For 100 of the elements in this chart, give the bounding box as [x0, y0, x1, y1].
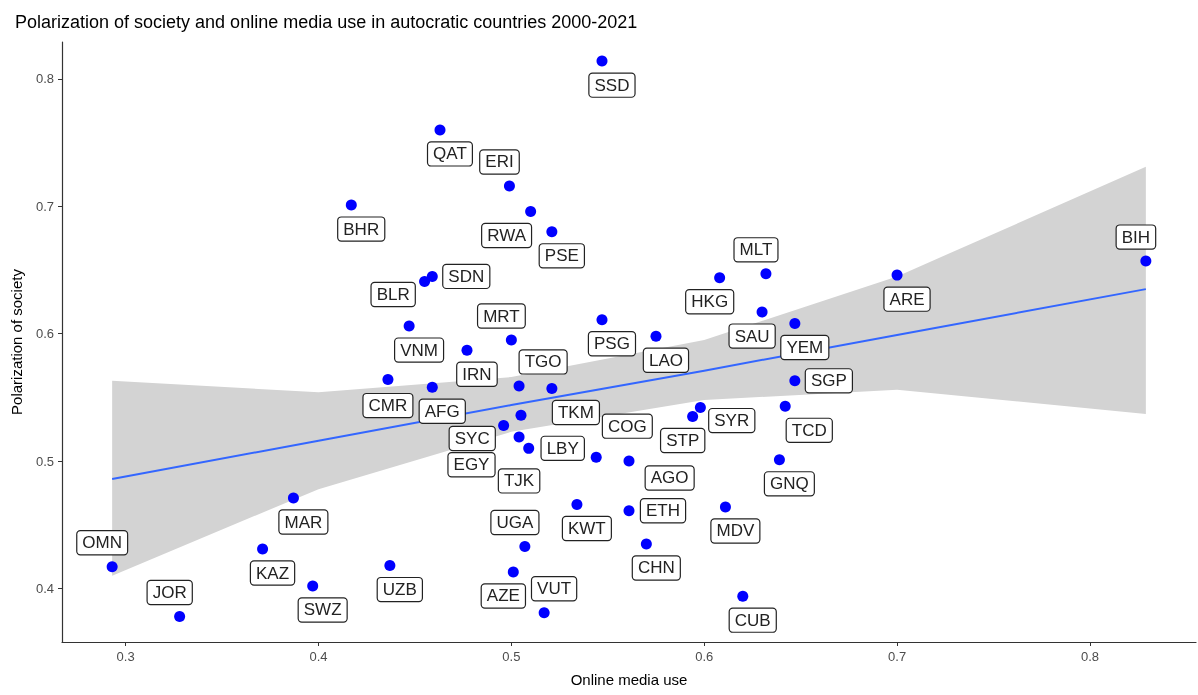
point	[507, 566, 519, 578]
data-label: ETH	[646, 501, 680, 521]
point	[687, 411, 699, 423]
x-tick-label: 0.3	[116, 649, 135, 664]
point	[546, 383, 558, 394]
point	[538, 607, 550, 619]
data-label: SYC	[454, 428, 490, 448]
data-label: QAT	[433, 144, 467, 164]
data-label: SAU	[734, 326, 770, 346]
data-label: UGA	[496, 512, 534, 532]
point	[307, 580, 319, 592]
point	[434, 124, 446, 136]
data-label: IRN	[462, 364, 492, 384]
x-axis-title: Online media use	[570, 671, 688, 688]
x-tick-label: 0.4	[309, 649, 328, 664]
point	[640, 538, 652, 550]
data-label: BIH	[1121, 227, 1151, 247]
point	[694, 402, 706, 414]
data-label: MAR	[284, 512, 323, 532]
x-tick-label: 0.7	[888, 649, 907, 664]
data-label: JOR	[152, 583, 187, 602]
point	[737, 590, 749, 602]
data-label: UZB	[382, 580, 417, 600]
point	[257, 543, 269, 555]
data-label: TKM	[557, 403, 594, 423]
data-label: SWZ	[303, 600, 342, 620]
data-label: MLT	[739, 240, 773, 260]
data-label: AZE	[486, 586, 520, 606]
data-label: SGP	[810, 371, 847, 391]
point	[384, 560, 396, 572]
x-tick-label: 0.5	[502, 649, 521, 664]
data-label: GNQ	[770, 474, 809, 494]
point	[773, 454, 785, 466]
data-label: TGO	[524, 352, 562, 372]
point	[714, 272, 726, 284]
x-tick-label: 0.8	[1080, 649, 1099, 664]
data-label: RWA	[487, 225, 527, 245]
data-label: ERI	[485, 152, 514, 172]
data-label: YEM	[786, 338, 824, 358]
data-label: BLR	[376, 285, 410, 304]
point	[403, 320, 415, 332]
data-label: OMN	[82, 533, 123, 553]
point	[513, 380, 525, 392]
point	[287, 492, 299, 504]
data-label: CUB	[734, 610, 771, 630]
point	[515, 409, 527, 421]
point	[623, 455, 635, 467]
point	[525, 205, 537, 217]
data-label: HKG	[691, 292, 729, 312]
data-label: BHR	[343, 219, 380, 239]
point	[779, 400, 791, 412]
y-tick-label: 0.8	[35, 71, 54, 87]
point	[546, 226, 558, 238]
y-tick-label: 0.6	[35, 326, 54, 342]
point	[523, 442, 535, 454]
data-label: ARE	[889, 289, 925, 309]
y-axis-title: Polarization of society	[8, 268, 25, 415]
data-label: COG	[607, 416, 647, 436]
data-label: STP	[666, 431, 700, 451]
data-label: KWT	[567, 518, 606, 538]
data-label: LAO	[648, 350, 683, 370]
y-tick-label: 0.4	[35, 581, 54, 596]
point	[505, 334, 517, 346]
chart-title: Polarization of society and online media use in autocratic countries 2000-2021	[15, 12, 638, 32]
data-label: CMR	[368, 396, 408, 416]
data-label: KAZ	[255, 563, 290, 583]
data-label: PSE	[544, 246, 579, 266]
data-label: VNM	[400, 340, 438, 360]
point	[891, 269, 903, 281]
data-label: AFG	[424, 401, 460, 421]
data-label: SSD	[594, 75, 630, 95]
point	[503, 180, 515, 192]
point	[382, 374, 394, 386]
point	[789, 375, 801, 387]
data-label: PSG	[594, 334, 630, 354]
point	[513, 431, 525, 443]
data-label: TJK	[503, 471, 535, 491]
point	[650, 330, 662, 342]
point	[345, 199, 357, 211]
point	[426, 381, 438, 393]
point	[426, 270, 438, 282]
y-tick-label: 0.7	[35, 198, 54, 214]
point	[571, 498, 583, 510]
point	[498, 419, 510, 431]
data-label: AGO	[650, 468, 689, 488]
point	[174, 611, 186, 623]
point	[590, 451, 602, 463]
data-label: SYR	[714, 411, 750, 431]
point	[419, 275, 431, 287]
point	[789, 318, 801, 330]
point	[1140, 255, 1152, 267]
point	[756, 306, 768, 318]
y-tick-label: 0.5	[35, 453, 54, 469]
point	[461, 344, 473, 356]
data-label: EGY	[453, 455, 490, 475]
data-label: VUT	[537, 579, 572, 599]
data-label: MDV	[716, 521, 755, 541]
x-tick-label: 0.6	[695, 649, 714, 664]
data-label: CHN	[637, 558, 675, 578]
data-label: TCD	[791, 420, 827, 440]
